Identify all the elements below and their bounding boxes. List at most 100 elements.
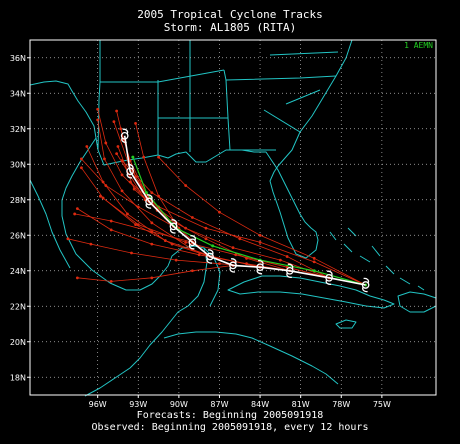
forecast-point (119, 127, 123, 131)
forecast-point (120, 173, 124, 177)
lat-tick-label: 18N (10, 373, 26, 382)
forecast-point (218, 210, 221, 214)
hurricane-symbol-icon (229, 258, 237, 273)
forecast-point (278, 258, 282, 262)
hurricane-symbol-icon (188, 235, 197, 250)
lon-tick-label: 93W (129, 400, 147, 409)
bahamas-coastline (329, 227, 425, 291)
forecast-point (96, 118, 100, 122)
forecast-point (231, 246, 235, 250)
hurricane-symbol-icon (206, 249, 214, 264)
observed-caption: Observed: Beginning 2005091918, every 12… (91, 422, 369, 433)
forecast-point (258, 233, 262, 237)
forecast-point (73, 212, 77, 216)
aemn-point (211, 244, 215, 248)
forecast-point (312, 256, 316, 260)
forecast-point (109, 219, 113, 223)
state-borders-layer (97, 40, 339, 155)
observed-track-line (123, 135, 366, 286)
forecast-point (112, 120, 116, 124)
chart-title: 2005 Tropical Cyclone Tracks (137, 8, 323, 21)
lat-tick-label: 36N (10, 54, 26, 63)
lat-tick-label: 34N (10, 89, 26, 98)
hispaniola-coastline (397, 291, 437, 313)
forecast-point (150, 276, 154, 280)
forecast-point (150, 242, 154, 246)
legend-aemn: 1 AEMN (404, 41, 433, 50)
border-segment (100, 69, 225, 83)
hurricane-symbol-icon (145, 194, 153, 209)
forecast-track-line (117, 146, 290, 272)
forecast-track-line (100, 195, 330, 279)
hurricane-symbol-icon (256, 259, 264, 275)
forecast-point (80, 157, 83, 161)
forecast-point (103, 157, 106, 161)
lat-tick-label: 22N (10, 302, 26, 311)
lat-tick-label: 28N (10, 196, 26, 205)
forecast-point (115, 152, 119, 156)
border-segment (225, 75, 337, 81)
forecast-point (134, 223, 137, 227)
lat-tick-label: 20N (10, 338, 26, 347)
forecast-point (258, 240, 262, 244)
storm-subtitle: Storm: AL1805 (RITA) (163, 21, 297, 34)
forecasts-caption: Forecasts: Beginning 2005091918 (136, 410, 324, 421)
forecast-point (126, 212, 129, 216)
forecast-point (184, 184, 188, 187)
forecast-point (238, 237, 242, 241)
forecast-point (312, 260, 316, 264)
lon-tick-label: 75W (373, 400, 391, 409)
forecast-point (116, 145, 120, 148)
lat-tick-label: 32N (10, 125, 26, 134)
forecast-point (128, 159, 132, 163)
hurricane-symbol-icon (285, 263, 294, 279)
forecast-point (75, 276, 79, 280)
forecast-point (89, 242, 93, 246)
forecast-point (130, 251, 133, 255)
forecast-track-line (121, 160, 330, 279)
central-america-coastline (163, 331, 339, 385)
us-atlantic-coastline (277, 39, 353, 167)
forecast-point (191, 216, 194, 219)
forecast-track-line (67, 238, 261, 268)
forecast-tracks-layer (66, 107, 368, 287)
border-segment (97, 81, 101, 151)
forecast-point (109, 228, 113, 232)
forecast-point (66, 237, 70, 241)
forecast-point (197, 253, 201, 257)
forecast-point (104, 141, 108, 145)
forecast-point (80, 166, 83, 170)
aemn-point (144, 191, 148, 195)
border-segment (263, 109, 301, 133)
forecast-point (184, 240, 188, 244)
forecast-point (218, 262, 221, 266)
forecast-point (104, 184, 108, 187)
jamaica-coastline (335, 319, 357, 329)
forecast-point (120, 189, 124, 193)
forecast-track-line (77, 208, 290, 272)
lat-tick-label: 24N (10, 267, 26, 276)
forecast-track-line (77, 265, 234, 282)
forecast-point (234, 253, 238, 257)
lat-tick-label: 30N (10, 160, 26, 169)
forecast-track-line (86, 146, 261, 268)
forecast-point (157, 155, 160, 159)
forecast-track-line (158, 156, 366, 286)
axis-labels: 36N 34N 32N 30N 28N 26N 24N 22N 20N 18N 96W 93W 90W 8… (10, 54, 391, 409)
forecast-point (142, 155, 146, 159)
mexico-coastline (61, 137, 208, 397)
observed-track-layer (120, 128, 370, 293)
forecast-point (109, 280, 113, 283)
lon-tick-label: 87W (210, 400, 228, 409)
aemn-point (312, 269, 316, 273)
forecast-point (115, 109, 119, 113)
aemn-point (131, 155, 135, 159)
forecast-point (101, 196, 105, 200)
forecast-point (245, 256, 248, 260)
forecast-track-line (81, 158, 174, 227)
forecast-point (150, 191, 154, 195)
forecast-point (150, 221, 154, 225)
forecast-point (75, 207, 79, 211)
